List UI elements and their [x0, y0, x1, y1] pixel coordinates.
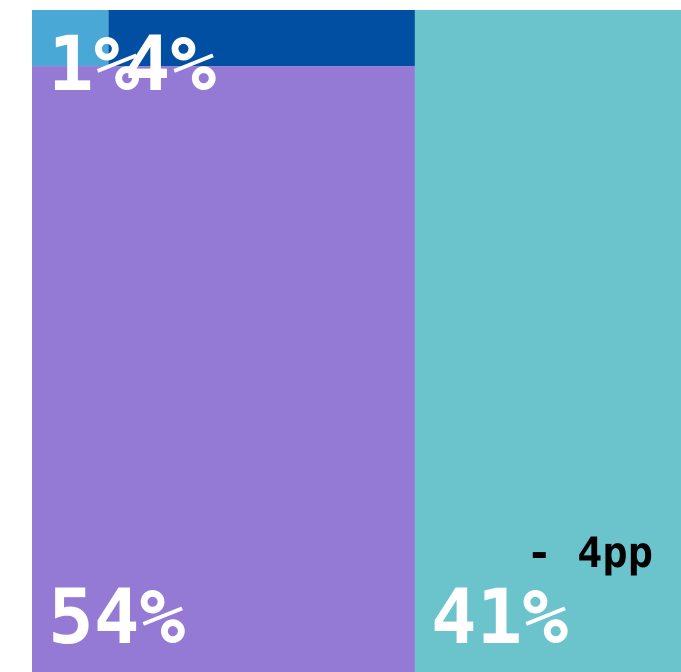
labels: 1%4% 54% 41%- 4pp: [48, 19, 653, 661]
annotation: - 4pp: [527, 528, 653, 577]
tile: [108, 10, 415, 67]
value-label: 1%: [48, 19, 140, 108]
tile: [414, 10, 681, 672]
value-label: 54%: [48, 572, 186, 661]
tile: [32, 10, 109, 67]
tiles: [32, 10, 681, 672]
value-label: 4%: [125, 19, 217, 108]
tile: [32, 66, 415, 672]
value-label: 41%: [431, 572, 569, 661]
